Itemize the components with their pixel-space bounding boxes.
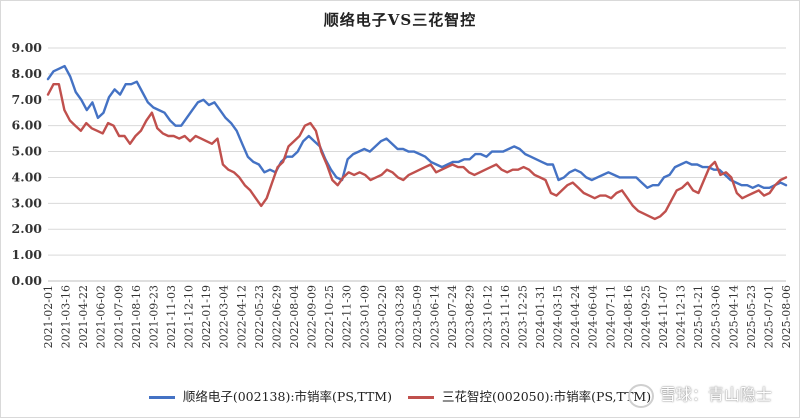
legend-item-series-2: 三花智控(002050):市销率(PS,TTM) [407,386,652,405]
x-tick-label: 2021-11-03 [165,285,178,348]
x-tick-label: 2022-01-19 [200,285,213,348]
x-tick-label: 2025-04-14 [727,285,740,348]
y-tick-label: 4.00 [12,169,43,184]
x-tick-label: 2023-10-12 [481,285,494,348]
watermark: 雪球：青山隐士 [627,381,772,408]
x-tick-label: 2024-12-13 [675,285,688,348]
x-tick-label: 2021-08-16 [130,285,143,348]
x-tick-label: 2023-11-16 [499,285,512,348]
x-tick-label: 2024-01-31 [534,285,547,348]
series-line-2 [46,82,788,221]
x-axis-ticks: 2021-02-01 2021-03-16 2021-04-22 2021-06-02… [42,285,793,348]
y-tick-label: 9.00 [12,40,43,55]
x-tick-label: 2023-07-24 [446,285,459,348]
x-tick-label: 2023-08-29 [464,285,477,348]
y-axis-ticks: 0.00 1.00 2.00 3.00 4.00 5.00 6.00 7.00 8.00 9.00 [12,40,43,288]
x-tick-label: 2021-03-16 [60,285,73,348]
legend-item-series-1: 顺络电子(002138):市销率(PS,TTM) [148,386,392,405]
x-tick-label: 2024-09-25 [639,285,652,348]
x-tick-label: 2021-02-01 [42,285,55,348]
x-tick-label: 2022-10-25 [323,285,336,348]
x-tick-label: 2025-03-06 [710,285,723,348]
x-tick-label: 2023-05-09 [411,285,424,348]
x-tick-label: 2023-03-28 [393,285,406,348]
x-tick-label: 2024-11-07 [657,285,670,348]
y-tick-label: 8.00 [12,66,43,81]
x-tick-label: 2025-07-01 [762,285,775,348]
y-tick-label: 1.00 [12,247,43,262]
x-tick-label: 2021-06-02 [95,285,108,348]
legend-swatch-series-1 [148,396,175,399]
y-tick-label: 0.00 [12,273,43,288]
x-tick-label: 2024-07-11 [604,285,617,348]
x-tick-label: 2021-07-09 [112,285,125,348]
gridlines [48,47,786,282]
y-tick-label: 2.00 [12,221,43,236]
x-tick-label: 2022-05-23 [253,285,266,348]
x-tick-label: 2024-04-24 [569,285,582,348]
x-tick-label: 2023-12-25 [516,285,529,348]
watermark-text: 雪球：青山隐士 [659,385,772,404]
legend-label-series-2: 三花智控(002050):市销率(PS,TTM) [441,389,652,404]
x-tick-label: 2023-01-09 [358,285,371,348]
x-tick-label: 2022-09-09 [306,285,319,348]
series-line-1 [46,64,788,190]
x-tick-label: 2021-04-22 [77,285,90,348]
x-tick-label: 2022-04-12 [235,285,248,348]
x-tick-label: 2024-03-15 [552,285,565,348]
x-tick-label: 2021-12-10 [183,285,196,348]
x-tick-label: 2025-05-23 [745,285,758,348]
legend-swatch-series-2 [407,396,434,399]
chart-title: 顺络电子VS三花智控 [323,11,477,29]
series-lines [46,64,788,221]
x-tick-label: 2022-03-04 [218,285,231,348]
x-tick-label: 2022-06-29 [270,285,283,348]
legend: 顺络电子(002138):市销率(PS,TTM) 三花智控(002050):市销… [0,386,800,405]
x-tick-label: 2024-08-16 [622,285,635,348]
x-tick-label: 2023-06-14 [429,285,442,348]
x-tick-label: 2025-08-06 [780,285,793,348]
legend-label-series-1: 顺络电子(002138):市销率(PS,TTM) [182,389,392,404]
x-tick-label: 2025-01-21 [692,285,705,348]
y-tick-label: 3.00 [12,195,43,210]
snowball-logo-icon [627,383,654,408]
x-tick-label: 2021-09-23 [147,285,160,348]
x-tick-label: 2024-06-04 [587,285,600,348]
x-tick-label: 2022-08-04 [288,285,301,348]
x-tick-label: 2023-02-20 [376,285,389,348]
y-tick-label: 7.00 [12,92,43,107]
y-tick-label: 5.00 [12,144,43,159]
x-tick-label: 2022-11-30 [341,285,354,348]
y-tick-label: 6.00 [12,118,43,133]
